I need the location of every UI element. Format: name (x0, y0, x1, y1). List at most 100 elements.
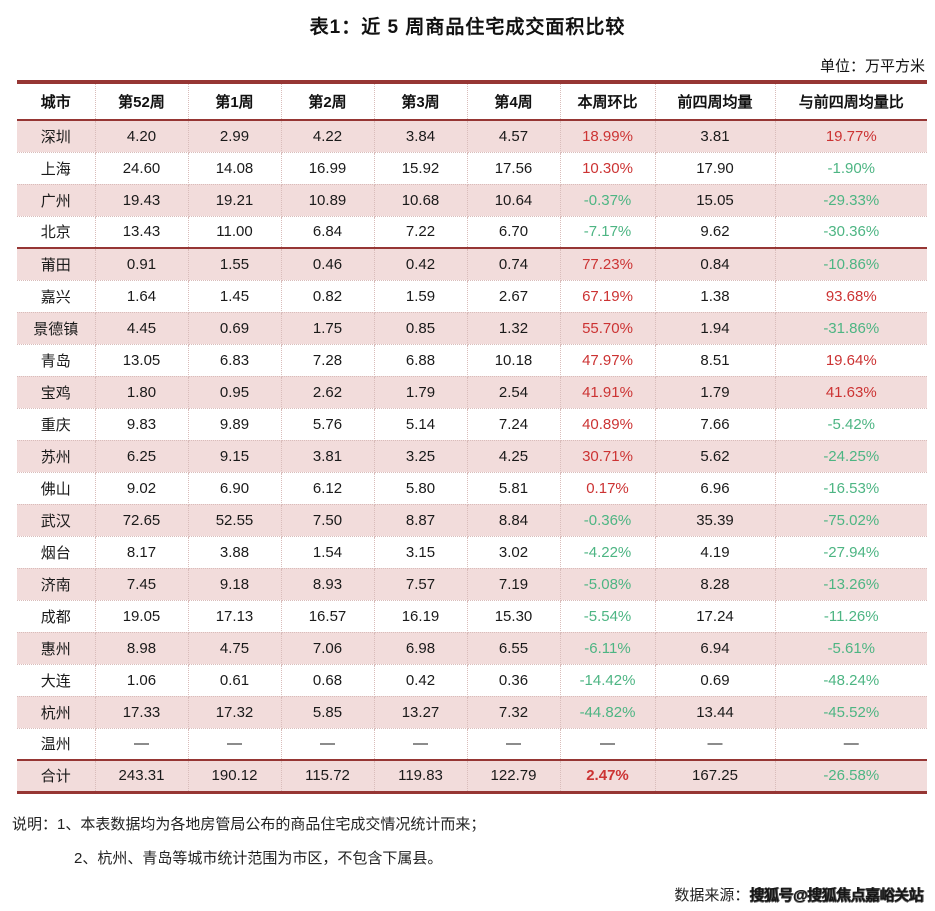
source-line: 数据来源：搜狐号@搜狐焦点嘉峪关站 (0, 884, 923, 905)
value-cell: 17.56 (467, 152, 561, 185)
value-cell: 16.19 (374, 600, 468, 633)
table-row: 烟台 8.17 3.88 1.54 3.15 3.02 -4.22% 4.19 -27.94% (17, 536, 927, 569)
value-cell: 9.83 (95, 408, 189, 441)
value-cell: 19.21 (188, 184, 282, 217)
value-cell: — (467, 728, 561, 761)
value-cell: 40.89% (560, 408, 656, 441)
value-cell: 55.70% (560, 312, 656, 345)
table-body: 深圳 4.20 2.99 4.22 3.84 4.57 18.99% 3.81 19.77% 上海… (17, 120, 927, 792)
city-cell: 北京 (17, 216, 96, 249)
value-cell: 1.75 (281, 312, 375, 345)
city-cell: 烟台 (17, 536, 96, 569)
table-row: 温州 — — — — — — — — (17, 728, 927, 761)
value-cell: 7.32 (467, 696, 561, 729)
value-cell: 30.71% (560, 440, 656, 473)
value-cell: — (775, 728, 927, 761)
source-label: 数据来源： (674, 886, 750, 904)
value-cell: 7.06 (281, 632, 375, 665)
value-cell: 167.25 (655, 759, 776, 792)
value-cell: — (560, 728, 656, 761)
value-cell: -0.37% (560, 184, 656, 217)
column-header-week1: 第1周 (188, 82, 282, 121)
value-cell: — (655, 728, 776, 761)
table-row: 武汉 72.65 52.55 7.50 8.87 8.84 -0.36% 35.39 -75.0… (17, 504, 927, 537)
value-cell: 9.15 (188, 440, 282, 473)
value-cell: 0.84 (655, 248, 776, 281)
value-cell: -0.36% (560, 504, 656, 537)
table-row: 重庆 9.83 9.89 5.76 5.14 7.24 40.89% 7.66 -5.42% (17, 408, 927, 441)
value-cell: 10.18 (467, 344, 561, 377)
value-cell: 243.31 (95, 759, 189, 792)
value-cell: 16.99 (281, 152, 375, 185)
value-cell: 119.83 (374, 759, 468, 792)
value-cell: 2.47% (560, 759, 656, 792)
value-cell: 8.93 (281, 568, 375, 601)
city-cell: 武汉 (17, 504, 96, 537)
value-cell: 24.60 (95, 152, 189, 185)
value-cell: 0.91 (95, 248, 189, 281)
value-cell: -75.02% (775, 504, 927, 537)
value-cell: -5.61% (775, 632, 927, 665)
notes-block: 说明：1、本表数据均为各地房管局公布的商品住宅成交情况统计而来； 2、杭州、青岛… (12, 808, 935, 876)
value-cell: 18.99% (560, 120, 656, 153)
table-row: 济南 7.45 9.18 8.93 7.57 7.19 -5.08% 8.28 -13.26% (17, 568, 927, 601)
value-cell: 4.20 (95, 120, 189, 153)
value-cell: 1.06 (95, 664, 189, 697)
value-cell: 52.55 (188, 504, 282, 537)
value-cell: 4.25 (467, 440, 561, 473)
value-cell: 6.94 (655, 632, 776, 665)
value-cell: -14.42% (560, 664, 656, 697)
value-cell: 6.70 (467, 216, 561, 249)
value-cell: 1.94 (655, 312, 776, 345)
value-cell: -44.82% (560, 696, 656, 729)
value-cell: 8.28 (655, 568, 776, 601)
value-cell: 13.05 (95, 344, 189, 377)
value-cell: -7.17% (560, 216, 656, 249)
value-cell: 0.17% (560, 472, 656, 505)
value-cell: 5.80 (374, 472, 468, 505)
value-cell: 5.62 (655, 440, 776, 473)
value-cell: 3.02 (467, 536, 561, 569)
city-cell: 青岛 (17, 344, 96, 377)
city-cell: 深圳 (17, 120, 96, 153)
value-cell: 0.82 (281, 280, 375, 313)
value-cell: 2.62 (281, 376, 375, 409)
value-cell: -27.94% (775, 536, 927, 569)
table-row: 佛山 9.02 6.90 6.12 5.80 5.81 0.17% 6.96 -16.53% (17, 472, 927, 505)
value-cell: -6.11% (560, 632, 656, 665)
value-cell: 0.74 (467, 248, 561, 281)
value-cell: 13.43 (95, 216, 189, 249)
value-cell: 6.12 (281, 472, 375, 505)
table-row: 北京 13.43 11.00 6.84 7.22 6.70 -7.17% 9.62 -30.36… (17, 216, 927, 249)
value-cell: -5.42% (775, 408, 927, 441)
value-cell: 8.17 (95, 536, 189, 569)
value-cell: 93.68% (775, 280, 927, 313)
value-cell: — (188, 728, 282, 761)
value-cell: -30.36% (775, 216, 927, 249)
value-cell: -26.58% (775, 759, 927, 792)
column-header-wow: 本周环比 (560, 82, 656, 121)
table-row: 嘉兴 1.64 1.45 0.82 1.59 2.67 67.19% 1.38 93.68% (17, 280, 927, 313)
value-cell: 3.25 (374, 440, 468, 473)
value-cell: -48.24% (775, 664, 927, 697)
table-row: 景德镇 4.45 0.69 1.75 0.85 1.32 55.70% 1.94 -31.86% (17, 312, 927, 345)
value-cell: 1.79 (374, 376, 468, 409)
value-cell: -1.90% (775, 152, 927, 185)
value-cell: 1.32 (467, 312, 561, 345)
table-row: 杭州 17.33 17.32 5.85 13.27 7.32 -44.82% 13.44 -45… (17, 696, 927, 729)
value-cell: 0.42 (374, 248, 468, 281)
value-cell: 8.51 (655, 344, 776, 377)
value-cell: -10.86% (775, 248, 927, 281)
city-cell: 佛山 (17, 472, 96, 505)
value-cell: 47.97% (560, 344, 656, 377)
value-cell: 9.89 (188, 408, 282, 441)
value-cell: 10.68 (374, 184, 468, 217)
city-cell: 济南 (17, 568, 96, 601)
table-row: 大连 1.06 0.61 0.68 0.42 0.36 -14.42% 0.69 -48.24% (17, 664, 927, 697)
total-row: 合计 243.31 190.12 115.72 119.83 122.79 2.47% 167… (17, 759, 927, 792)
value-cell: 1.45 (188, 280, 282, 313)
table-row: 深圳 4.20 2.99 4.22 3.84 4.57 18.99% 3.81 19.77% (17, 120, 927, 153)
value-cell: 17.32 (188, 696, 282, 729)
value-cell: 6.90 (188, 472, 282, 505)
value-cell: 15.92 (374, 152, 468, 185)
